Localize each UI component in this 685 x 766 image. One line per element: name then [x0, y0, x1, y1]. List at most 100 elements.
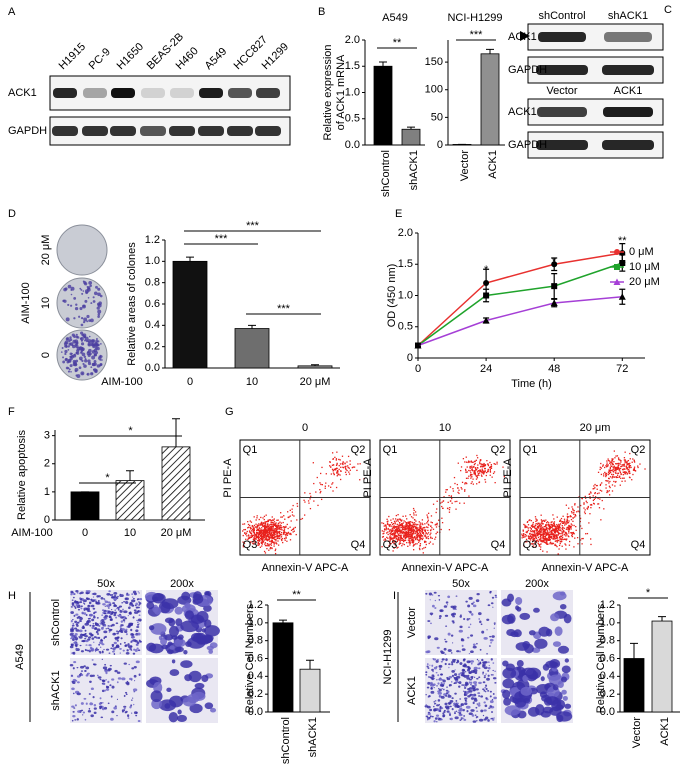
- flow-event: [408, 539, 409, 540]
- cell-stain: [502, 679, 514, 689]
- bar: [298, 366, 332, 368]
- cell-stain: [94, 707, 97, 709]
- flow-event: [526, 535, 527, 536]
- cell-stain: [175, 647, 184, 653]
- cell-stain: [77, 605, 81, 608]
- cell-stain: [465, 700, 467, 701]
- flow-event: [564, 519, 565, 520]
- flow-event: [409, 544, 410, 545]
- flow-event: [571, 535, 572, 536]
- cell-stain: [427, 620, 430, 622]
- colony: [84, 339, 86, 341]
- flow-event: [409, 523, 410, 524]
- flow-event: [242, 524, 243, 525]
- flow-event: [387, 521, 388, 522]
- flow-event: [543, 523, 544, 524]
- flow-event: [615, 472, 616, 473]
- lane-label: shACK1: [608, 10, 648, 22]
- flow-event: [626, 472, 627, 473]
- cell-stain: [466, 710, 468, 712]
- cell-stain: [185, 641, 192, 647]
- flow-event: [403, 536, 404, 537]
- cell-stain: [106, 628, 107, 629]
- cell-stain: [449, 712, 451, 714]
- flow-event: [540, 543, 541, 544]
- cell-stain: [170, 669, 180, 676]
- cell-stain: [492, 597, 494, 599]
- flow-event: [626, 462, 627, 463]
- cell-stain: [467, 605, 470, 608]
- flow-title: 10: [439, 422, 451, 434]
- flow-event: [572, 517, 573, 518]
- x-tick-label: 0: [187, 376, 193, 388]
- flow-event: [573, 512, 574, 513]
- cell-stain: [127, 643, 129, 646]
- cell-stain: [430, 691, 434, 694]
- y-tick-label: 50: [431, 111, 443, 123]
- cell-stain: [102, 603, 106, 605]
- flow-event: [618, 459, 619, 460]
- flow-event: [597, 493, 598, 494]
- flow-event: [544, 532, 545, 533]
- flow-event: [569, 526, 570, 527]
- flow-event: [533, 534, 534, 535]
- error-bar: [658, 617, 666, 621]
- flow-event: [406, 524, 407, 525]
- x-tick-label: Vector: [631, 717, 643, 749]
- flow-event: [320, 492, 321, 493]
- flow-event: [478, 473, 479, 474]
- cell-stain: [440, 706, 442, 708]
- flow-event: [573, 532, 574, 533]
- cell-stain: [80, 645, 82, 646]
- flow-event: [535, 525, 536, 526]
- flow-event: [606, 460, 607, 461]
- flow-event: [631, 479, 632, 480]
- flow-event: [261, 531, 262, 532]
- flow-event: [279, 531, 280, 532]
- cell-stain: [112, 633, 116, 636]
- flow-event: [471, 467, 472, 468]
- flow-event: [535, 535, 536, 536]
- flow-event: [624, 478, 625, 479]
- flow-event: [614, 466, 615, 467]
- cell-stain: [92, 625, 95, 627]
- cell-stain: [483, 715, 484, 716]
- colony: [100, 355, 102, 357]
- cell-stain: [466, 706, 471, 709]
- cell-stain: [115, 617, 117, 619]
- flow-event: [424, 535, 425, 536]
- flow-event: [624, 468, 625, 469]
- flow-event: [617, 455, 618, 456]
- cell-stain: [102, 609, 104, 611]
- flow-event: [386, 519, 387, 520]
- cell-stain: [139, 614, 141, 616]
- flow-event: [537, 524, 538, 525]
- cell-stain: [72, 599, 74, 600]
- cell-stain: [457, 659, 459, 662]
- cell-stain: [74, 621, 77, 623]
- colony: [81, 324, 84, 327]
- quadrant-label: Q3: [243, 539, 258, 551]
- flow-event: [337, 463, 338, 464]
- cell-stain: [451, 634, 453, 636]
- flow-event: [472, 470, 473, 471]
- cell-stain: [180, 620, 199, 632]
- flow-event: [577, 543, 578, 544]
- flow-event: [263, 536, 264, 537]
- cell-stain: [80, 673, 82, 674]
- cell-stain: [110, 665, 112, 667]
- flow-event: [436, 508, 437, 509]
- cell-stain: [104, 624, 106, 626]
- flow-event: [561, 518, 562, 519]
- flow-event: [541, 523, 542, 524]
- flow-event: [555, 526, 556, 527]
- cell-stain: [129, 706, 131, 708]
- flow-event: [559, 527, 560, 528]
- cell-stain: [474, 672, 477, 674]
- flow-event: [272, 516, 273, 517]
- flow-event: [543, 540, 544, 541]
- flow-event: [437, 501, 438, 502]
- y-tick-label: 1.2: [145, 234, 160, 246]
- flow-event: [401, 545, 402, 546]
